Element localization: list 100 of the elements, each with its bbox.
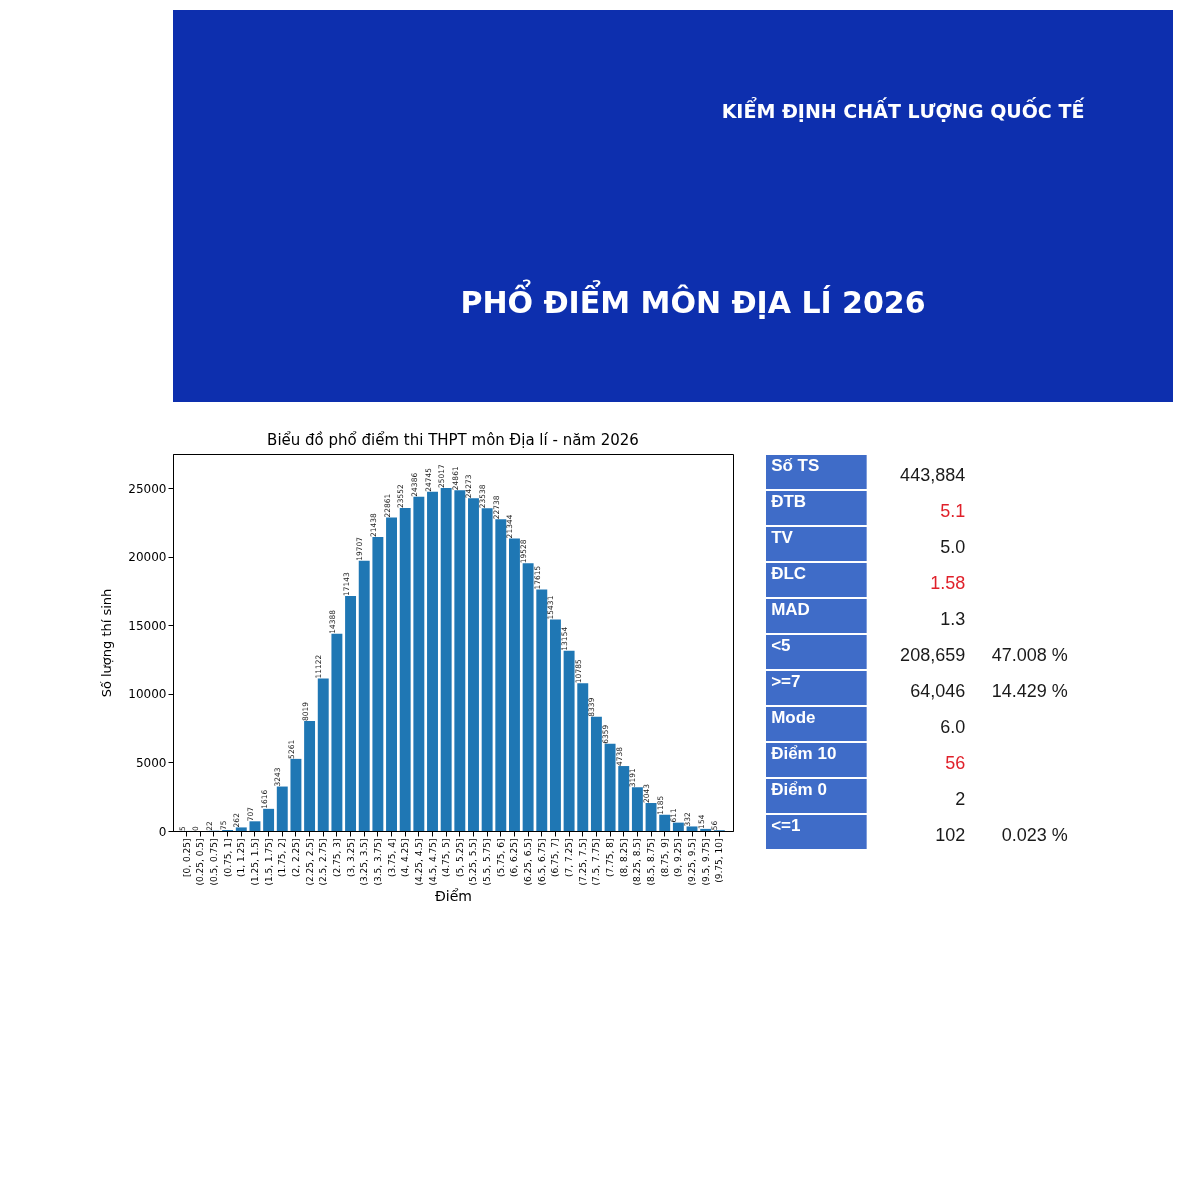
x-tick-label: (8, 8.25] bbox=[618, 838, 629, 878]
data-label: 0.023 % bbox=[1001, 825, 1068, 846]
bar bbox=[276, 786, 288, 831]
bar bbox=[549, 619, 561, 831]
bar bbox=[522, 563, 534, 831]
bar bbox=[235, 827, 247, 831]
x-tick-label: (1.75, 2] bbox=[277, 838, 288, 878]
bar bbox=[604, 743, 616, 831]
x-tick-label: (2, 2.25] bbox=[290, 838, 301, 878]
x-tick-label: (3.75, 4] bbox=[386, 838, 397, 878]
bar bbox=[536, 589, 548, 831]
x-tick-label: (7.75, 8] bbox=[605, 838, 616, 878]
x-tick-label: (7.25, 7.5] bbox=[577, 838, 588, 886]
data-label: 5.0 bbox=[940, 537, 966, 558]
bar bbox=[399, 508, 411, 831]
x-tick-label: (7.5, 7.75] bbox=[591, 838, 602, 886]
x-tick-label: (4, 4.25] bbox=[400, 838, 411, 878]
x-tick-label: (3, 3.25] bbox=[345, 838, 356, 878]
bar bbox=[372, 537, 384, 831]
category-label: >=7 bbox=[771, 672, 801, 692]
bar bbox=[672, 822, 684, 831]
x-tick-label: (6, 6.25] bbox=[509, 838, 520, 878]
bar bbox=[645, 802, 657, 831]
x-tick-label: (8.75, 9] bbox=[659, 838, 670, 878]
category-label: Điểm 0 bbox=[771, 780, 827, 800]
bar bbox=[481, 508, 493, 831]
y-tick-label: 5000 bbox=[135, 755, 167, 770]
data-label: 208,659 bbox=[900, 645, 966, 666]
y-tick-label: 10000 bbox=[128, 687, 167, 702]
chart-title: Biểu đồ phổ điểm thi THPT môn Địa lí - năm 2026 bbox=[267, 431, 639, 449]
x-tick-label: (4.5, 4.75] bbox=[427, 838, 438, 886]
x-tick-label: (0.75, 1] bbox=[222, 838, 233, 878]
bar bbox=[700, 828, 712, 831]
bar bbox=[686, 826, 698, 831]
bar bbox=[577, 683, 589, 831]
category-label: ĐTB bbox=[771, 492, 807, 512]
bar bbox=[249, 821, 261, 831]
bar bbox=[386, 517, 397, 831]
category-label: <=1 bbox=[771, 816, 801, 836]
data-label: 47.008 % bbox=[991, 645, 1068, 666]
bar bbox=[509, 538, 520, 831]
x-tick-label: (9, 9.25] bbox=[673, 838, 684, 878]
category-label: <5 bbox=[771, 636, 791, 656]
x-tick-label: (3.25, 3.5] bbox=[359, 838, 370, 886]
data-label: 5.1 bbox=[940, 501, 966, 522]
bar bbox=[590, 716, 602, 831]
data-label: 1.58 bbox=[930, 573, 966, 594]
category-label: Mode bbox=[771, 708, 816, 728]
data-label: 1.3 bbox=[940, 609, 966, 630]
y-tick-label: 25000 bbox=[128, 481, 167, 496]
bar bbox=[631, 787, 643, 831]
category-label: MAD bbox=[771, 600, 810, 620]
y-axis-title: Số lượng thí sinh bbox=[99, 588, 115, 698]
data-label: 443,884 bbox=[900, 465, 966, 486]
bar bbox=[317, 678, 329, 831]
x-tick-label: (2.5, 2.75] bbox=[318, 838, 329, 886]
text: PHỔ ĐIỂM MÔN ĐỊA LÍ 2026 bbox=[460, 279, 926, 320]
bar bbox=[659, 814, 671, 831]
x-tick-label: (7, 7.25] bbox=[564, 838, 575, 878]
x-tick-label: (6.5, 6.75] bbox=[536, 838, 547, 886]
x-tick-label: (5, 5.25] bbox=[454, 838, 465, 878]
x-tick-label: (6.75, 7] bbox=[550, 838, 561, 878]
data-label: 2 bbox=[955, 789, 966, 810]
bar bbox=[331, 633, 343, 831]
x-tick-label: (5.5, 5.75] bbox=[482, 838, 493, 886]
x-tick-label: (2.75, 3] bbox=[331, 838, 342, 878]
bar bbox=[563, 650, 575, 831]
bar bbox=[495, 519, 507, 831]
bar bbox=[304, 721, 316, 831]
bar bbox=[427, 491, 438, 831]
category-label: Điểm 10 bbox=[771, 744, 837, 764]
data-label: 14.429 % bbox=[991, 681, 1068, 702]
x-tick-label: (6.25, 6.5] bbox=[523, 838, 534, 886]
category-label: TV bbox=[771, 528, 794, 548]
bar bbox=[618, 766, 630, 831]
y-tick-label: 15000 bbox=[128, 618, 167, 633]
x-tick-label: (8.5, 8.75] bbox=[646, 838, 657, 886]
x-tick-label: (4.25, 4.5] bbox=[413, 838, 424, 886]
bar bbox=[290, 758, 302, 831]
category-label: ĐLC bbox=[771, 564, 807, 584]
bar bbox=[345, 595, 357, 831]
x-tick-label: (2.25, 2.5] bbox=[304, 838, 315, 886]
x-tick-label: (5.25, 5.5] bbox=[468, 838, 479, 886]
x-tick-label: (1.5, 1.75] bbox=[263, 838, 274, 886]
category-label: Số TS bbox=[771, 456, 820, 476]
bar bbox=[413, 496, 425, 831]
x-tick-label: (9.75, 10] bbox=[714, 838, 725, 883]
x-tick-label: (1, 1.25] bbox=[236, 838, 247, 878]
data-label: 56 bbox=[945, 753, 966, 774]
x-tick-label: (5.75, 6] bbox=[495, 838, 506, 878]
text: KIỂM ĐỊNH CHẤT LƯỢNG QUỐC TẾ bbox=[721, 97, 1085, 122]
bar bbox=[358, 560, 370, 831]
x-tick-label: (8.25, 8.5] bbox=[632, 838, 643, 886]
data-label: 64,046 bbox=[910, 681, 966, 702]
data-label: 6.0 bbox=[940, 717, 966, 738]
x-tick-label: (0.25, 0.5] bbox=[195, 838, 206, 886]
y-tick-label: 20000 bbox=[128, 550, 167, 565]
x-tick-label: (0.5, 0.75] bbox=[208, 838, 219, 886]
x-tick-label: (9.25, 9.5] bbox=[687, 838, 698, 886]
x-axis-title: Điểm bbox=[435, 887, 472, 904]
